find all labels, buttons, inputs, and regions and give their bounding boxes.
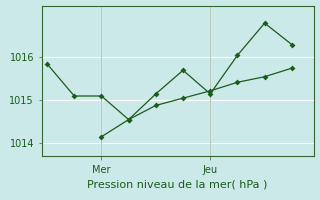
X-axis label: Pression niveau de la mer( hPa ): Pression niveau de la mer( hPa ) bbox=[87, 179, 268, 189]
